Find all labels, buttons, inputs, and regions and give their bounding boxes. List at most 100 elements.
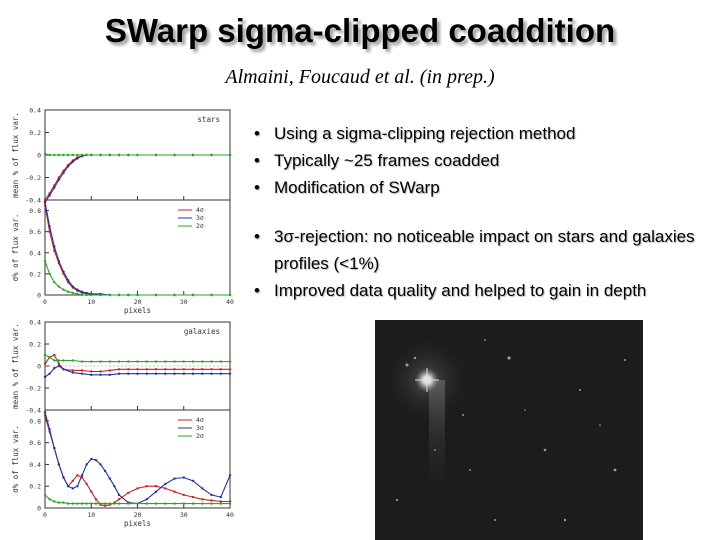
data-point xyxy=(182,493,185,497)
data-point xyxy=(66,502,70,505)
data-point xyxy=(201,368,204,371)
data-point xyxy=(43,493,47,497)
data-point xyxy=(173,477,176,480)
data-point xyxy=(173,490,176,493)
data-point xyxy=(219,368,222,371)
bullet-item: Using a sigma-clipping rejection method xyxy=(252,120,717,147)
data-point xyxy=(53,367,56,370)
data-point xyxy=(113,485,116,488)
x-tick-label: 0 xyxy=(43,511,47,519)
data-point xyxy=(210,499,213,502)
coadd-star-image xyxy=(375,320,643,540)
x-tick-label: 10 xyxy=(87,511,95,519)
data-point xyxy=(210,372,213,375)
data-point xyxy=(80,372,84,375)
legend-label: 2σ xyxy=(196,222,204,230)
data-point xyxy=(71,285,75,288)
data-point xyxy=(127,153,130,157)
y-tick-label: 0.8 xyxy=(29,417,41,425)
y-axis-label: mean % of flux var. xyxy=(11,112,20,198)
data-point xyxy=(228,293,232,297)
data-point xyxy=(53,245,56,248)
data-point xyxy=(62,368,65,371)
data-point xyxy=(76,474,79,477)
data-point xyxy=(53,446,56,450)
y-tick-label: 0 xyxy=(37,292,41,300)
data-point xyxy=(191,372,195,375)
data-point xyxy=(66,279,70,282)
data-point xyxy=(173,293,176,297)
data-point xyxy=(136,502,139,505)
data-point xyxy=(71,502,75,505)
data-point xyxy=(43,152,47,156)
data-point xyxy=(201,502,204,505)
data-point xyxy=(80,290,84,293)
data-point xyxy=(228,368,232,371)
y-tick-label: 0.4 xyxy=(29,107,41,115)
data-point xyxy=(228,153,232,157)
data-point xyxy=(154,502,158,505)
data-point xyxy=(71,359,75,362)
data-point xyxy=(108,360,112,363)
data-point xyxy=(94,502,98,505)
data-point xyxy=(127,293,130,297)
data-point xyxy=(173,153,176,157)
bullet-item: Typically ~25 frames coadded xyxy=(252,147,717,174)
x-tick-label: 20 xyxy=(134,511,142,519)
data-point xyxy=(48,372,51,375)
data-point xyxy=(136,487,139,490)
slide-subtitle: Almaini, Foucaud et al. (in prep.) xyxy=(225,66,495,88)
data-point xyxy=(173,368,176,371)
data-point xyxy=(90,293,93,297)
data-point xyxy=(71,291,75,295)
y-tick-label: 0.2 xyxy=(29,129,41,137)
y-tick-label: -0.2 xyxy=(25,385,41,393)
data-point xyxy=(210,360,213,363)
data-point xyxy=(136,372,139,375)
y-tick-label: 0.2 xyxy=(29,341,41,349)
data-point xyxy=(53,186,56,189)
data-point xyxy=(191,368,195,371)
data-point xyxy=(182,372,185,375)
data-point xyxy=(136,360,139,363)
data-point xyxy=(145,485,148,488)
x-tick-label: 30 xyxy=(180,511,188,519)
data-point xyxy=(164,482,167,486)
data-point xyxy=(103,502,107,505)
data-point xyxy=(108,373,112,376)
data-point xyxy=(62,270,65,273)
data-point xyxy=(164,502,167,505)
legend-label: 4σ xyxy=(196,206,204,214)
data-point xyxy=(71,371,75,374)
data-point xyxy=(210,368,213,371)
data-point xyxy=(117,368,121,371)
x-axis-label: pixels xyxy=(124,519,151,528)
data-point xyxy=(99,360,102,363)
data-point xyxy=(173,372,176,375)
data-point xyxy=(210,502,213,505)
data-point xyxy=(145,498,148,501)
data-point xyxy=(154,293,158,297)
data-point xyxy=(117,502,121,505)
data-point xyxy=(210,493,213,497)
data-point xyxy=(57,364,61,368)
data-point xyxy=(117,493,121,497)
data-point xyxy=(154,368,158,371)
data-point xyxy=(191,293,195,297)
data-point xyxy=(57,362,61,365)
data-point xyxy=(85,463,88,466)
y-axis-label: σ% of flux var. xyxy=(11,214,20,282)
data-point xyxy=(145,372,148,375)
data-point xyxy=(43,260,47,263)
data-point xyxy=(80,153,84,157)
bullet-item: 3σ-rejection: no noticeable impact on st… xyxy=(252,223,717,277)
data-point xyxy=(71,479,75,482)
data-point xyxy=(57,359,61,362)
data-point xyxy=(210,293,213,297)
data-point xyxy=(191,479,195,482)
data-point xyxy=(145,502,148,505)
slide-title: SWarp sigma-clipped coaddition xyxy=(104,12,616,49)
data-point xyxy=(48,194,51,197)
data-point xyxy=(94,458,98,462)
data-point xyxy=(108,369,112,372)
